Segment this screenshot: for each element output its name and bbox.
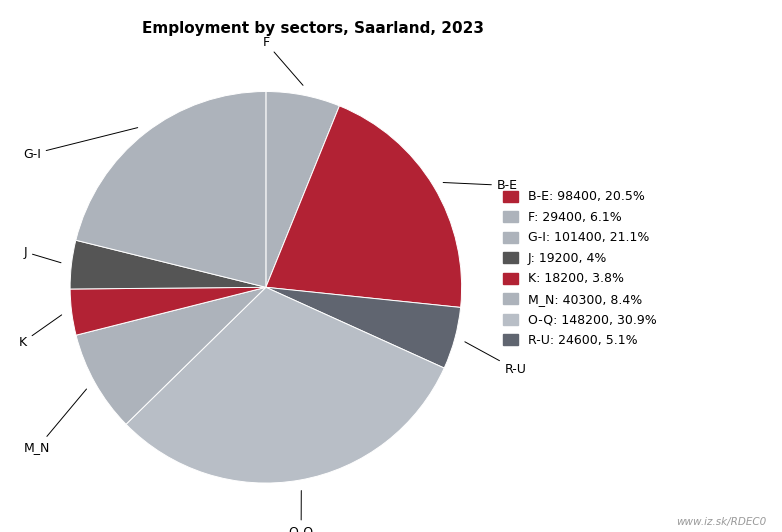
Wedge shape xyxy=(76,287,266,425)
Text: J: J xyxy=(23,246,61,263)
Text: G-I: G-I xyxy=(23,128,138,161)
Wedge shape xyxy=(266,92,339,287)
Text: Employment by sectors, Saarland, 2023: Employment by sectors, Saarland, 2023 xyxy=(142,21,484,36)
Legend: B-E: 98400, 20.5%, F: 29400, 6.1%, G-I: 101400, 21.1%, J: 19200, 4%, K: 18200, 3: B-E: 98400, 20.5%, F: 29400, 6.1%, G-I: … xyxy=(499,187,660,351)
Wedge shape xyxy=(266,287,461,368)
Text: K: K xyxy=(19,315,62,348)
Wedge shape xyxy=(70,240,266,289)
Text: M_N: M_N xyxy=(24,389,87,454)
Wedge shape xyxy=(76,92,266,287)
Text: O-Q: O-Q xyxy=(289,491,314,532)
Wedge shape xyxy=(70,287,266,335)
Wedge shape xyxy=(266,106,461,307)
Text: R-U: R-U xyxy=(465,342,526,376)
Text: www.iz.sk/RDEC0: www.iz.sk/RDEC0 xyxy=(676,517,766,527)
Text: F: F xyxy=(262,36,303,85)
Text: B-E: B-E xyxy=(443,179,518,192)
Wedge shape xyxy=(126,287,444,483)
